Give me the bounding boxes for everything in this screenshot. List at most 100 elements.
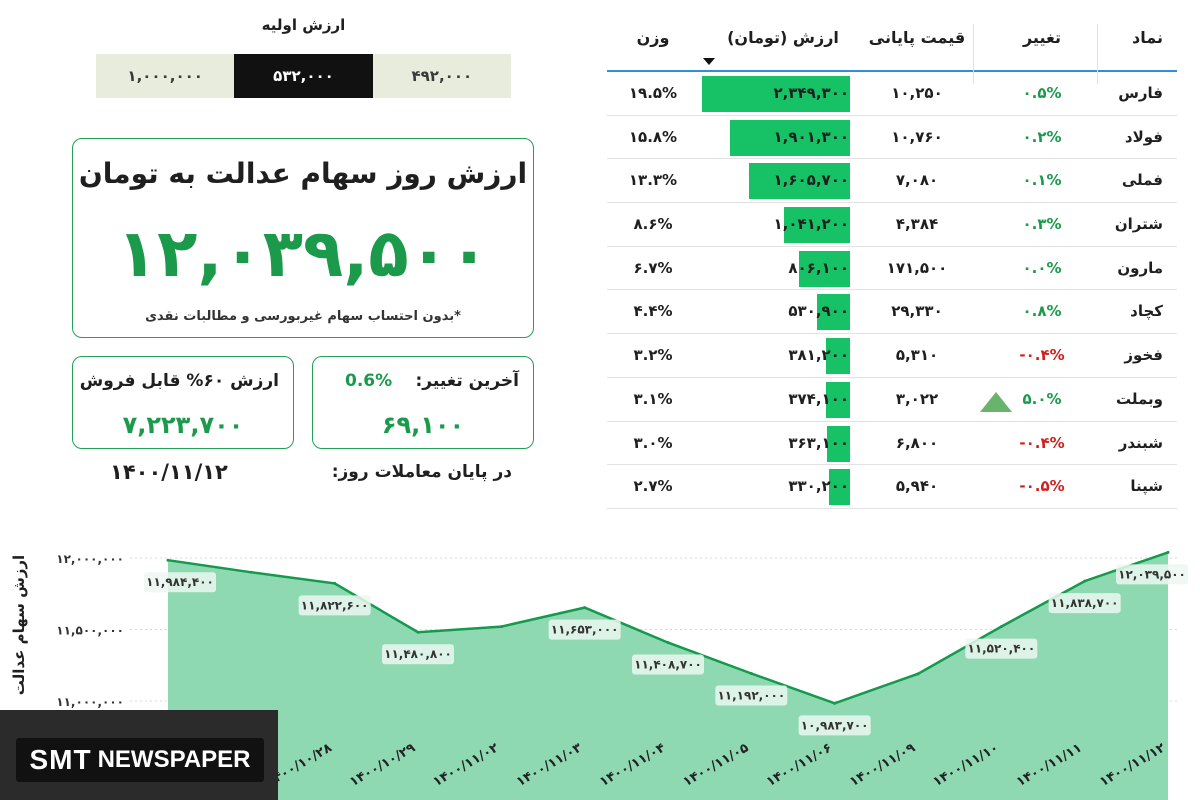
chart-area-fill: [168, 552, 1168, 800]
row-value: ۳۸۱,۲۰۰: [788, 346, 849, 365]
chart-data-label: ۱۲,۰۳۹,۵۰۰: [1118, 567, 1186, 581]
row-value-bar: [827, 425, 850, 462]
row-value: ۲,۳۴۹,۳۰۰: [773, 84, 849, 102]
row-value: ۵۳۰,۹۰۰: [788, 302, 849, 321]
chart-data-label: ۱۱,۱۹۲,۰۰۰: [717, 689, 785, 703]
chart-data-label: ۱۱,۹۸۴,۴۰۰: [146, 575, 214, 589]
last-change-value: ۶۹,۱۰۰: [381, 411, 465, 439]
last-change-card: آخرین تغییر: 0.6% ۶۹,۱۰۰: [312, 356, 534, 449]
chart-data-point: [749, 672, 753, 676]
trading-date: ۱۴۰۰/۱۱/۱۲: [110, 460, 228, 484]
row-weight: ۱۹.۵%: [628, 84, 678, 102]
row-symbol: شپنا: [1130, 477, 1163, 496]
chart-data-label-bg: [715, 685, 788, 706]
current-value-card: ارزش روز سهام عدالت به تومان ۱۲,۰۳۹,۵۰۰ …: [72, 138, 534, 338]
table-row[interactable]: شتران ۰.۳% ۴,۳۸۴ ۱,۰۴۱,۲۰۰ ۸.۶%: [607, 203, 1177, 247]
row-change: ۰.۵%: [1022, 84, 1062, 102]
chart-data-label-bg: [632, 654, 704, 675]
header-symbol[interactable]: نماد: [1132, 28, 1163, 47]
row-symbol: وبملت: [1115, 389, 1163, 408]
chart-data-label: ۱۱,۶۵۳,۰۰۰: [551, 623, 619, 637]
initial-value-title: ارزش اولیه: [261, 16, 346, 34]
row-symbol: فولاد: [1124, 127, 1163, 146]
chart-data-point: [999, 625, 1003, 629]
row-change: -۰.۵%: [1019, 477, 1065, 496]
initial-option-492000[interactable]: ۴۹۲,۰۰۰: [372, 54, 511, 98]
initial-value-selector: ۱,۰۰۰,۰۰۰ ۵۳۲,۰۰۰ ۴۹۲,۰۰۰: [96, 54, 511, 98]
chart-y-tick-label: ۱۱,۰۰۰,۰۰۰: [56, 695, 124, 709]
chart-data-label-bg: [298, 595, 371, 616]
row-value: ۱,۰۴۱,۲۰۰: [773, 215, 849, 234]
row-weight: ۲.۷%: [633, 477, 673, 496]
table-row[interactable]: فملی ۰.۱% ۷,۰۸۰ ۱,۶۰۵,۷۰۰ ۱۳.۳%: [607, 159, 1177, 204]
header-price[interactable]: قیمت پایانی: [868, 28, 966, 47]
row-symbol: کچاد: [1130, 302, 1163, 321]
chart-data-label-bg: [144, 572, 216, 593]
row-price: ۱۰,۷۶۰: [891, 127, 943, 146]
table-row[interactable]: فولاد ۰.۲% ۱۰,۷۶۰ ۱,۹۰۱,۳۰۰ ۱۵.۸%: [607, 116, 1177, 160]
chart-data-label-bg: [798, 715, 871, 736]
chart-data-point: [249, 570, 253, 574]
chart-data-point: [1083, 579, 1087, 583]
row-price: ۵,۹۴۰: [895, 477, 939, 496]
row-weight: ۴.۴%: [633, 302, 673, 321]
row-change: ۰.۳%: [1022, 215, 1062, 234]
row-value: ۸۰۶,۱۰۰: [788, 258, 849, 277]
row-price: ۷,۰۸۰: [895, 171, 939, 190]
chart-data-label: ۱۱,۴۸۰,۸۰۰: [384, 647, 452, 661]
row-value-bar: [748, 163, 850, 200]
row-value-bar: [816, 294, 850, 331]
row-symbol: فارس: [1118, 84, 1163, 102]
row-weight: ۱۵.۸%: [628, 127, 678, 146]
header-change[interactable]: تغییر: [1022, 28, 1062, 47]
header-value[interactable]: ارزش (تومان): [727, 28, 839, 47]
row-change: -۰.۴%: [1019, 433, 1065, 452]
initial-option-1000000[interactable]: ۱,۰۰۰,۰۰۰: [96, 54, 235, 98]
current-value: ۱۲,۰۳۹,۵۰۰: [116, 215, 490, 292]
header-weight[interactable]: وزن: [636, 28, 670, 47]
logo-part-smt: SMT: [29, 744, 92, 775]
table-row[interactable]: فارس ۰.۵% ۱۰,۲۵۰ ۲,۳۴۹,۳۰۰ ۱۹.۵%: [607, 72, 1177, 116]
header-divider: [1097, 24, 1098, 84]
holdings-table: نماد تغییر قیمت پایانی ارزش (تومان) وزن …: [607, 12, 1177, 509]
sort-desc-icon[interactable]: [703, 58, 715, 65]
chart-data-point: [833, 701, 837, 705]
sellable-label: ارزش ۶۰% قابل فروش: [79, 371, 279, 391]
chart-data-label: ۱۱,۸۲۲,۶۰۰: [301, 598, 369, 612]
table-row[interactable]: فخوز -۰.۴% ۵,۳۱۰ ۳۸۱,۲۰۰ ۳.۲%: [607, 334, 1177, 378]
row-change: ۰.۰%: [1022, 258, 1062, 277]
row-value-bar: [826, 381, 850, 418]
logo-part-newspaper: NEWSPAPER: [97, 746, 251, 773]
row-change: ۰.۸%: [1022, 302, 1062, 321]
current-value-title: ارزش روز سهام عدالت به تومان: [78, 157, 528, 190]
sellable-value: ۷,۲۲۳,۷۰۰: [122, 411, 244, 439]
row-price: ۶,۸۰۰: [895, 433, 939, 452]
row-price: ۴,۳۸۴: [895, 215, 939, 234]
table-row[interactable]: شپنا -۰.۵% ۵,۹۴۰ ۳۳۰,۲۰۰ ۲.۷%: [607, 465, 1177, 509]
chart-data-point: [499, 625, 503, 629]
row-weight: ۳.۲%: [633, 346, 673, 365]
row-price: ۲۹,۳۳۰: [891, 302, 943, 321]
smt-newspaper-watermark: SMT NEWSPAPER: [0, 710, 278, 800]
table-row[interactable]: کچاد ۰.۸% ۲۹,۳۳۰ ۵۳۰,۹۰۰ ۴.۴%: [607, 290, 1177, 335]
chart-data-label: ۱۱,۵۲۰,۴۰۰: [967, 642, 1035, 656]
row-price: ۳,۰۲۲: [895, 389, 939, 408]
table-row[interactable]: وبملت ۵.۰% ۳,۰۲۲ ۳۷۴,۱۰۰ ۳.۱%: [607, 378, 1177, 422]
row-value-bar: [829, 469, 850, 506]
row-change: ۵.۰%: [1022, 389, 1062, 408]
chart-data-point: [1166, 550, 1170, 554]
row-weight: ۳.۱%: [633, 389, 673, 408]
chart-data-label-bg: [1048, 593, 1121, 614]
smt-newspaper-logo: SMT NEWSPAPER: [16, 738, 264, 782]
initial-option-532000[interactable]: ۵۳۲,۰۰۰: [234, 54, 373, 98]
header-divider: [973, 24, 974, 84]
row-value-bar: [730, 119, 850, 156]
table-row[interactable]: شبندر -۰.۴% ۶,۸۰۰ ۳۶۳,۱۰۰ ۳.۰%: [607, 422, 1177, 466]
table-row[interactable]: مارون ۰.۰% ۱۷۱,۵۰۰ ۸۰۶,۱۰۰ ۶.۷%: [607, 247, 1177, 291]
chart-data-point: [666, 641, 670, 645]
chart-data-point: [333, 581, 337, 585]
row-value-bar: [784, 207, 850, 244]
row-value: ۱,۶۰۵,۷۰۰: [773, 171, 849, 190]
row-change: -۰.۴%: [1019, 346, 1065, 365]
current-value-note: *بدون احتساب سهام غیربورسی و مطالبات نقد…: [145, 309, 461, 324]
